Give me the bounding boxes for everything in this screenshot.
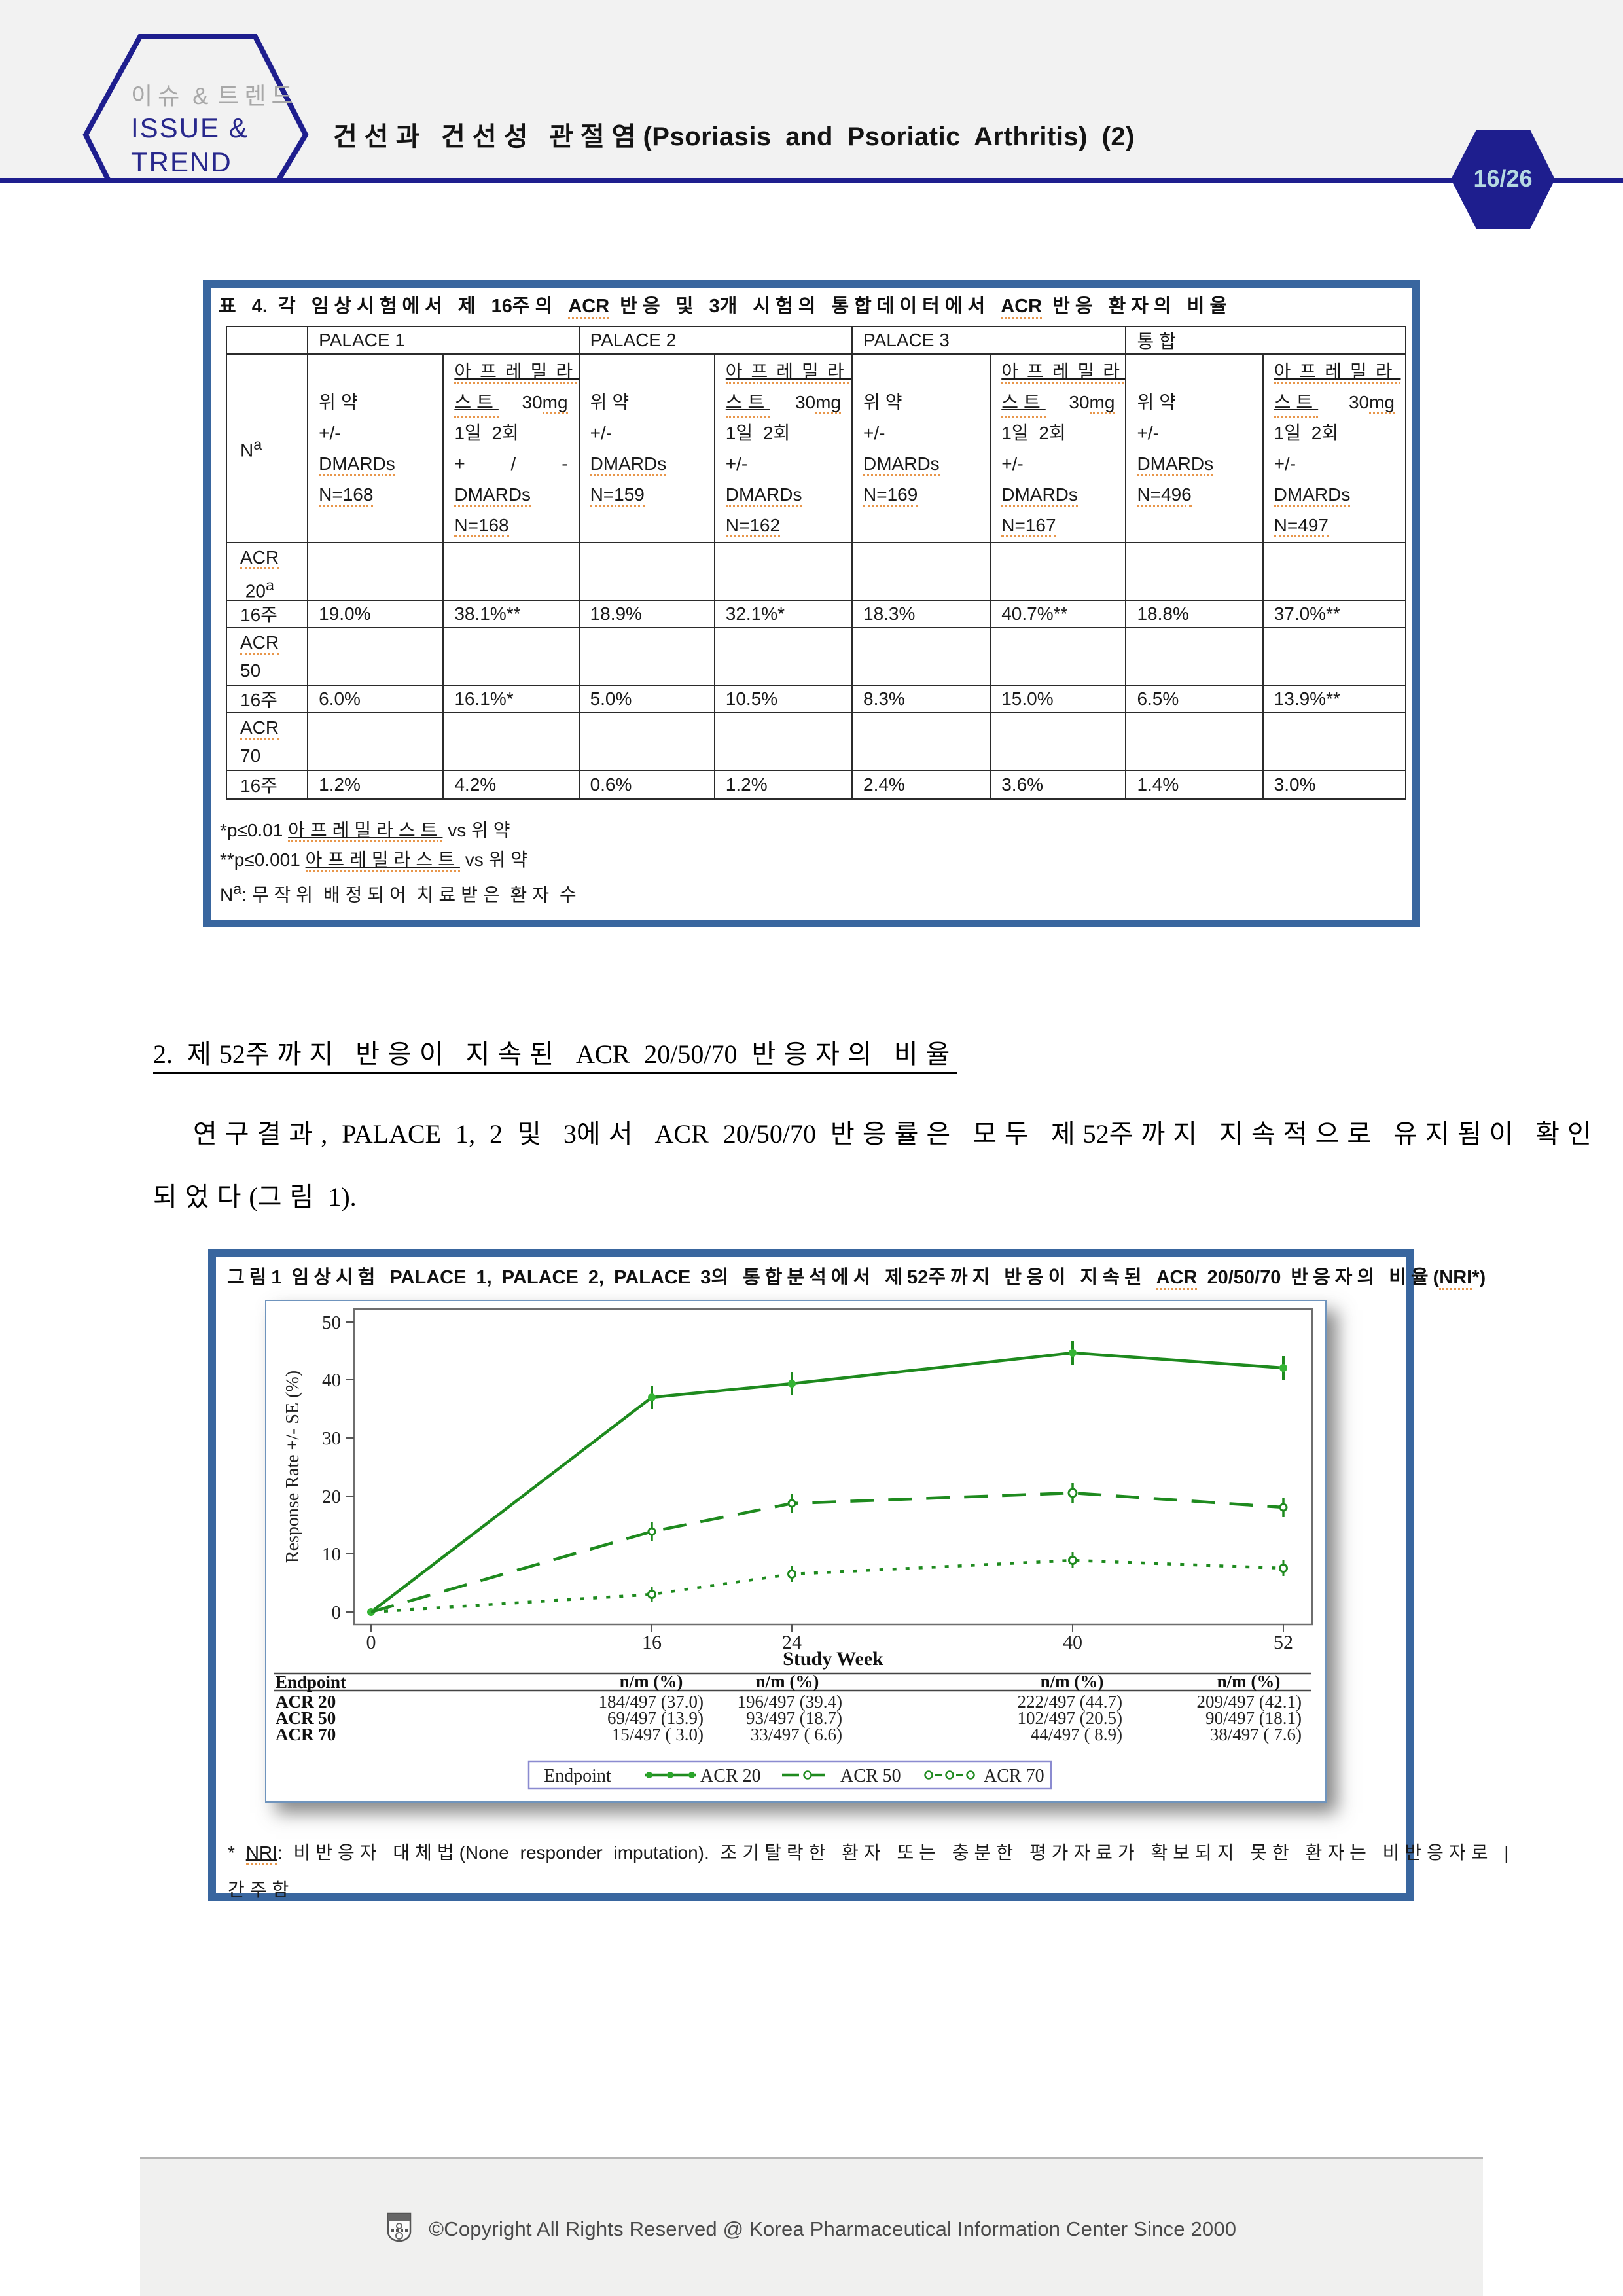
svg-text:n/m (%): n/m (%) — [1217, 1672, 1281, 1691]
svg-text:ACR 20: ACR 20 — [700, 1766, 761, 1786]
svg-text:209/497 (42.1): 209/497 (42.1) — [1197, 1692, 1302, 1712]
svg-text:90/497 (18.1): 90/497 (18.1) — [1205, 1708, 1302, 1728]
svg-text:n/m (%): n/m (%) — [756, 1672, 819, 1691]
svg-text:ACR 20: ACR 20 — [276, 1692, 336, 1712]
svg-text:102/497 (20.5): 102/497 (20.5) — [1018, 1708, 1122, 1728]
svg-text:30: 30 — [322, 1428, 341, 1449]
svg-text:ACR 70: ACR 70 — [276, 1725, 336, 1744]
svg-text:38/497 ( 7.6): 38/497 ( 7.6) — [1210, 1725, 1302, 1744]
svg-text:44/497 ( 8.9): 44/497 ( 8.9) — [1031, 1725, 1122, 1744]
svg-text:24: 24 — [782, 1632, 802, 1653]
svg-text:93/497 (18.7): 93/497 (18.7) — [746, 1708, 842, 1728]
svg-text:10: 10 — [322, 1544, 341, 1565]
svg-text:15/497 ( 3.0): 15/497 ( 3.0) — [612, 1725, 704, 1744]
svg-text:Study Week: Study Week — [783, 1648, 883, 1670]
svg-text:ACR 50: ACR 50 — [840, 1766, 901, 1786]
svg-text:n/m (%): n/m (%) — [620, 1672, 683, 1691]
svg-text:Endpoint: Endpoint — [276, 1672, 346, 1692]
svg-text:184/497 (37.0): 184/497 (37.0) — [599, 1692, 704, 1712]
svg-text:0: 0 — [332, 1602, 342, 1623]
svg-text:69/497 (13.9): 69/497 (13.9) — [607, 1708, 704, 1728]
svg-text:40: 40 — [322, 1370, 341, 1391]
svg-text:0: 0 — [366, 1632, 376, 1653]
svg-text:50: 50 — [322, 1312, 341, 1333]
svg-text:n/m (%): n/m (%) — [1041, 1672, 1104, 1691]
svg-text:Endpoint: Endpoint — [544, 1766, 611, 1786]
svg-text:20: 20 — [322, 1486, 341, 1507]
svg-text:196/497 (39.4): 196/497 (39.4) — [738, 1692, 842, 1712]
svg-text:52: 52 — [1274, 1632, 1293, 1653]
svg-text:222/497 (44.7): 222/497 (44.7) — [1018, 1692, 1122, 1712]
svg-text:16: 16 — [642, 1632, 662, 1653]
svg-text:ACR 50: ACR 50 — [276, 1708, 336, 1728]
svg-text:33/497 ( 6.6): 33/497 ( 6.6) — [751, 1725, 842, 1744]
svg-text:Response Rate +/- SE (%): Response Rate +/- SE (%) — [283, 1371, 303, 1563]
svg-text:ACR 70: ACR 70 — [984, 1766, 1044, 1786]
svg-text:40: 40 — [1063, 1632, 1082, 1653]
